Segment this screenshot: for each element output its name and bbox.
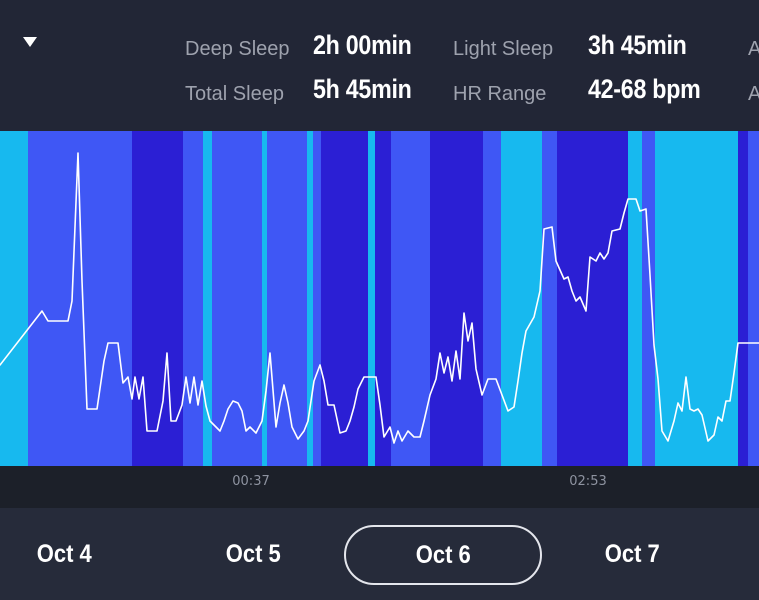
sleep-stage-svg: [0, 131, 759, 466]
sleep-stage-band-light: [748, 131, 759, 466]
sleep-stage-band-deep: [132, 131, 184, 466]
date-tab-oct-6[interactable]: Oct 6: [344, 525, 542, 585]
sleep-stage-band-light: [267, 131, 308, 466]
sleep-stage-band-light: [542, 131, 558, 466]
sleep-stage-band-deep: [738, 131, 749, 466]
sleep-stage-band-deep: [557, 131, 629, 466]
sleep-stage-band-light: [183, 131, 204, 466]
sleep-stage-band-awake: [501, 131, 543, 466]
date-selector: Oct 4 Oct 5 Oct 6 Oct 7: [0, 508, 759, 600]
time-axis: 00:37 02:53: [0, 466, 759, 508]
sleep-stage-band-light: [28, 131, 133, 466]
time-tick-label: 02:53: [569, 474, 607, 489]
sleep-stage-band-awake: [307, 131, 314, 466]
sleep-stage-band-awake: [628, 131, 643, 466]
date-tab-oct-5[interactable]: Oct 5: [225, 539, 281, 568]
sleep-stage-band-deep: [321, 131, 369, 466]
light-sleep-label: Light Sleep: [453, 38, 554, 60]
date-tab-oct-7[interactable]: Oct 7: [604, 539, 660, 568]
sleep-stage-band-light: [642, 131, 656, 466]
deep-sleep-label: Deep Sleep: [185, 38, 290, 60]
hr-range-label: HR Range: [453, 83, 547, 105]
sleep-stage-band-light: [483, 131, 502, 466]
time-tick-label: 00:37: [232, 474, 270, 489]
sleep-summary-header: Deep Sleep 2h 00min Light Sleep 3h 45min…: [0, 0, 759, 131]
hr-range-value: 42-68 bpm: [588, 74, 701, 104]
sleep-stage-band-awake: [203, 131, 213, 466]
sleep-stage-band-awake: [368, 131, 376, 466]
sleep-stage-band-light: [313, 131, 322, 466]
total-sleep-value: 5h 45min: [313, 74, 412, 104]
heart-rate-line: [0, 152, 759, 444]
date-tab-oct-4[interactable]: Oct 4: [36, 539, 92, 568]
sleep-stage-band-awake: [655, 131, 739, 466]
sleep-stage-band-awake: [262, 131, 268, 466]
collapse-arrow-icon[interactable]: [22, 36, 38, 48]
deep-sleep-value: 2h 00min: [313, 30, 412, 60]
sleep-stage-bands: [0, 131, 759, 466]
truncated-stat-label: A: [748, 38, 759, 60]
sleep-stage-chart[interactable]: [0, 131, 759, 466]
light-sleep-value: 3h 45min: [588, 30, 687, 60]
sleep-stage-band-awake: [0, 131, 29, 466]
truncated-stat-label: A: [748, 83, 759, 105]
sleep-stage-band-deep: [375, 131, 392, 466]
total-sleep-label: Total Sleep: [185, 83, 284, 105]
sleep-stage-band-light: [391, 131, 431, 466]
sleep-stage-band-light: [212, 131, 263, 466]
sleep-stage-band-deep: [430, 131, 484, 466]
